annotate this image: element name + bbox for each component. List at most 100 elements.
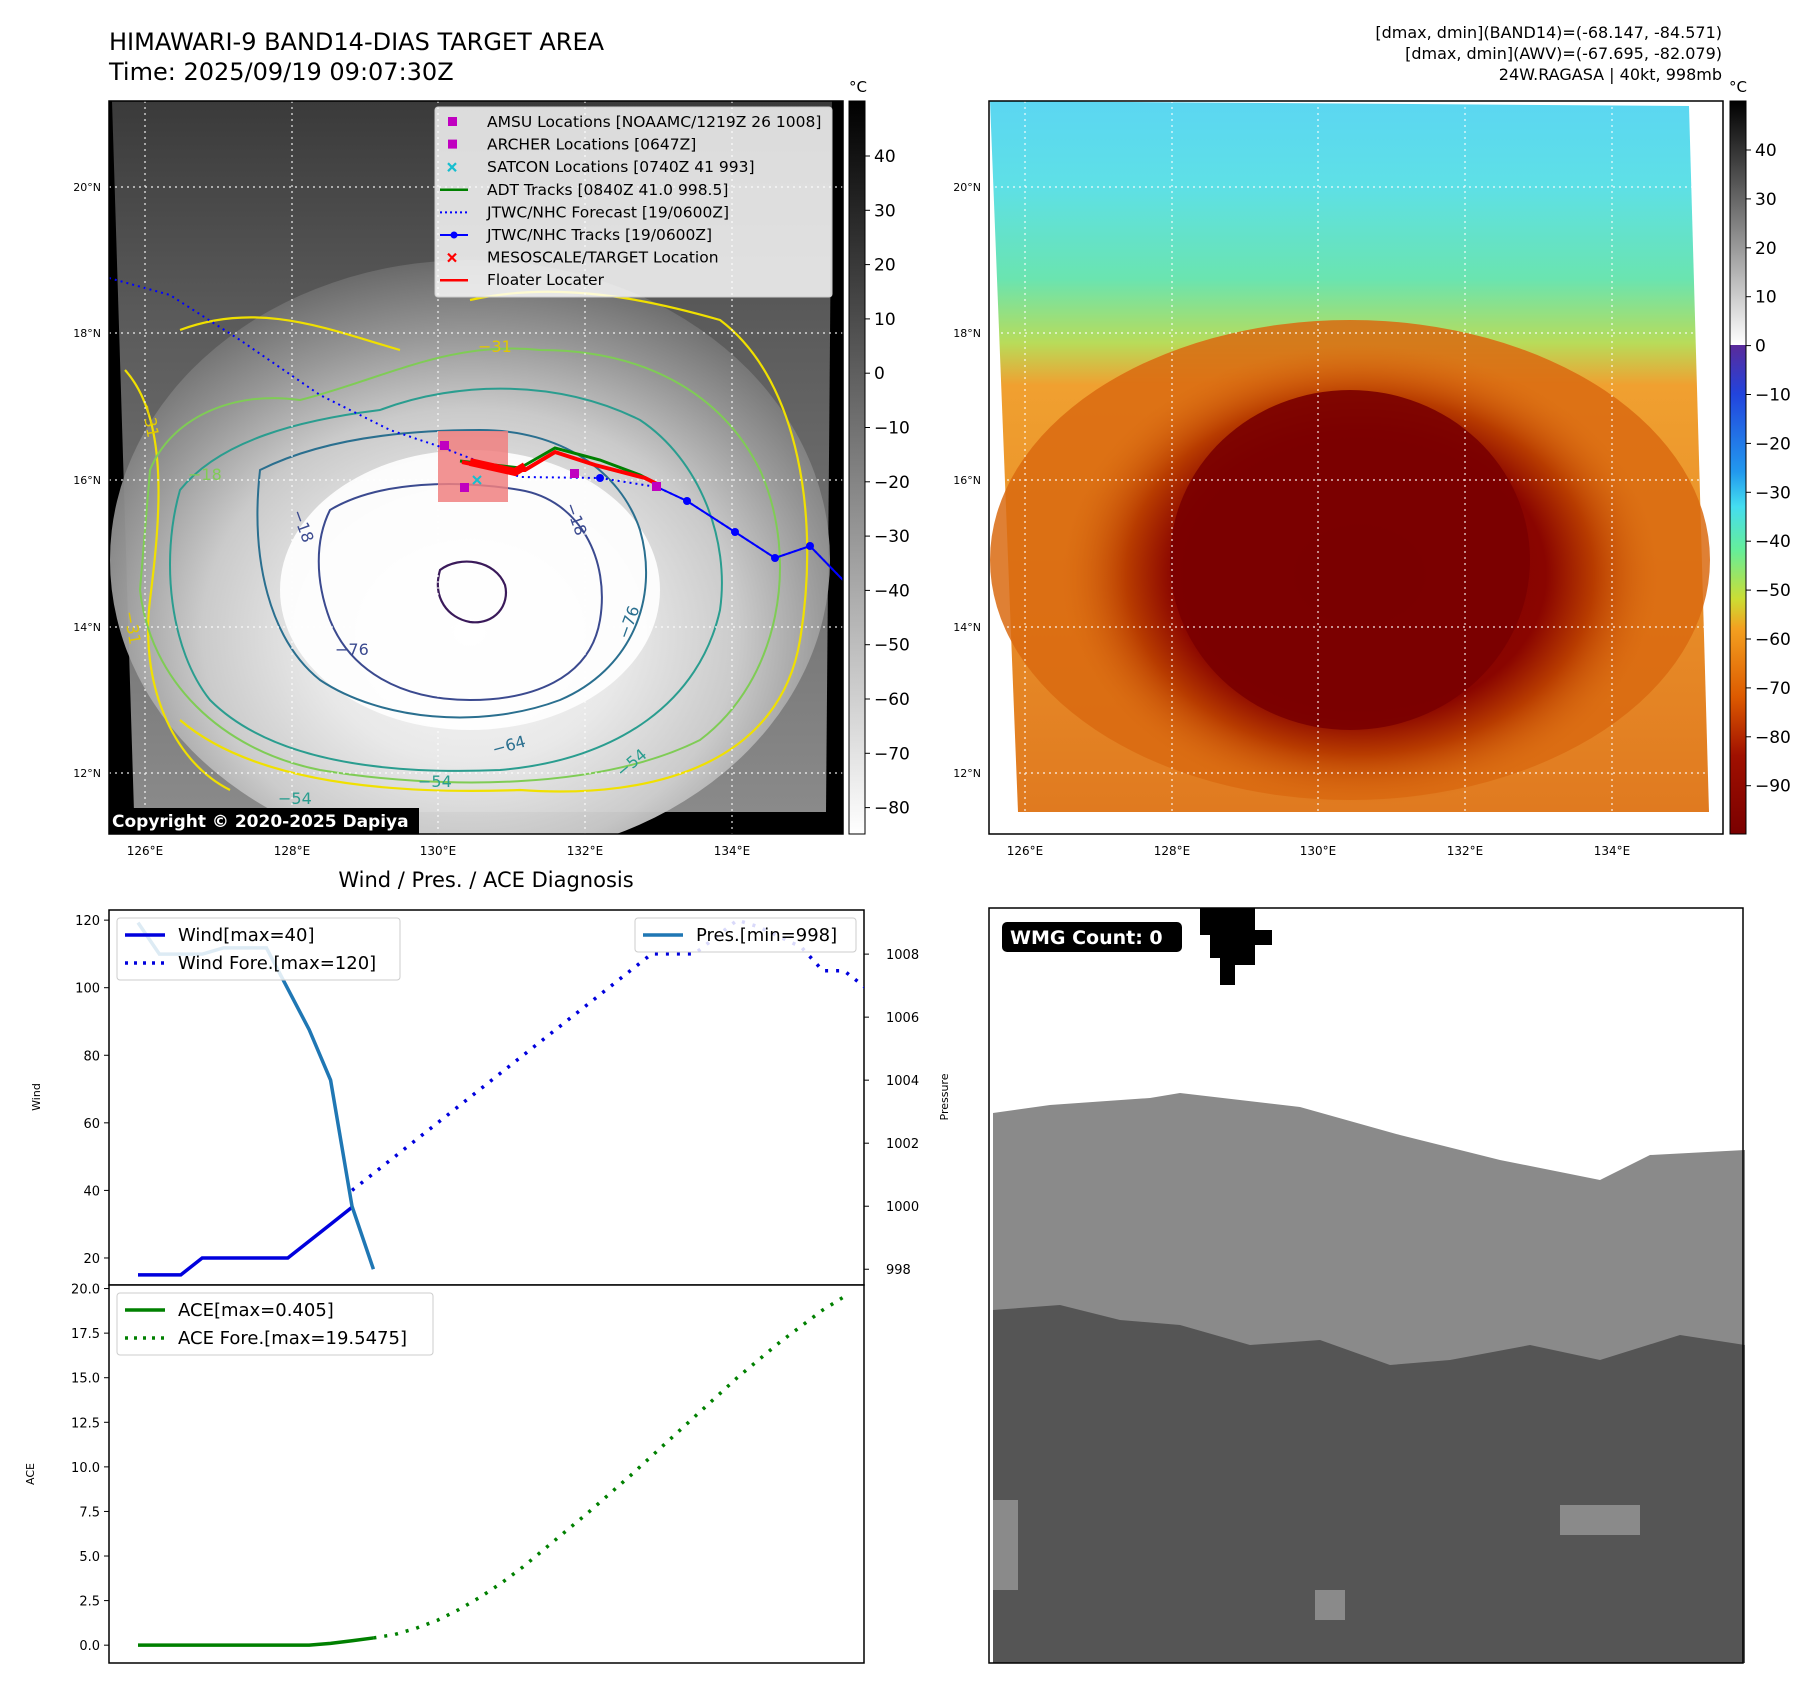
cold-core bbox=[280, 450, 660, 730]
colorbar-tick-label: 40 bbox=[874, 147, 896, 167]
pressure-ytick-label: 1006 bbox=[886, 1011, 919, 1026]
lon-label: 132°E bbox=[1447, 844, 1484, 858]
lon-label: 128°E bbox=[1154, 844, 1191, 858]
colorbar-tick-label: −20 bbox=[1755, 434, 1791, 454]
contour-54 bbox=[169, 387, 723, 772]
copyright-text: Copyright © 2020-2025 Dapiya bbox=[112, 812, 409, 832]
track-point bbox=[806, 542, 814, 550]
ace-ytick-label: 2.5 bbox=[79, 1595, 100, 1610]
track-point bbox=[771, 554, 779, 562]
contour-eye bbox=[436, 560, 508, 624]
legend-label: JTWC/NHC Tracks [19/0600Z] bbox=[486, 226, 712, 244]
archer-marker bbox=[460, 483, 469, 492]
legend-label: AMSU Locations [NOAAMC/1219Z 26 1008] bbox=[487, 113, 821, 131]
color-map-grid bbox=[989, 101, 1723, 834]
wind-ytick-label: 120 bbox=[75, 914, 100, 929]
legend-label: ADT Tracks [0840Z 41.0 998.5] bbox=[487, 181, 728, 199]
color-colorbar-frame bbox=[1729, 100, 1747, 835]
colorbar-tick-label: −20 bbox=[874, 473, 910, 493]
lat-label: 18°N bbox=[953, 327, 981, 340]
contour-31 bbox=[124, 316, 401, 791]
pressure-ytick-label: 1008 bbox=[886, 948, 919, 963]
colorbar-tick-label: −10 bbox=[1755, 386, 1791, 406]
ir-map-panel: −31 −31 −18 −18 −76 −76 −64 −54 −54 −54 … bbox=[109, 101, 843, 834]
jtwc-track-points bbox=[596, 474, 814, 562]
jtwc-track-line bbox=[656, 486, 843, 581]
pressure-ylabel: Pressure bbox=[938, 1073, 951, 1120]
band14-range: [dmax, dmin](BAND14)=(-68.147, -84.571) bbox=[1375, 23, 1722, 42]
archer-marker bbox=[570, 469, 579, 478]
wmg-frame bbox=[988, 907, 1744, 1664]
color-map-panel bbox=[989, 101, 1723, 834]
ace-ytick-label: 20.0 bbox=[71, 1283, 100, 1298]
lat-label: 12°N bbox=[73, 767, 101, 780]
amsu-marker bbox=[652, 482, 661, 491]
contour-label: −54 bbox=[418, 772, 452, 791]
wmg-patch bbox=[993, 1500, 1018, 1590]
colorbar-tick-label: −30 bbox=[874, 527, 910, 547]
color-map-lon-labels: 126°E 128°E 130°E 132°E 134°E bbox=[1007, 844, 1631, 858]
colorbar-tick-label: −80 bbox=[874, 799, 910, 819]
ir-map-frame bbox=[108, 100, 844, 835]
color-colorbar-unit: °C bbox=[1729, 78, 1747, 96]
wind-ytick-label: 100 bbox=[75, 982, 100, 997]
wind-legend: Wind[max=40] Wind Fore.[max=120] bbox=[116, 917, 401, 981]
floater-cluster bbox=[469, 458, 528, 477]
legend-label: MESOSCALE/TARGET Location bbox=[487, 249, 719, 267]
wmg-panel: WMG Count: 0 bbox=[988, 907, 1745, 1664]
storm-info: 24W.RAGASA | 40kt, 998mb bbox=[1499, 65, 1722, 84]
lat-label: 18°N bbox=[73, 327, 101, 340]
lat-label: 12°N bbox=[953, 767, 981, 780]
copyright-box bbox=[109, 808, 419, 834]
colorbar-tick-label: −50 bbox=[1755, 581, 1791, 601]
colorbar-tick-label: −90 bbox=[1755, 777, 1791, 797]
color-map-frame bbox=[988, 100, 1724, 835]
ace-legend: ACE[max=0.405] ACE Fore.[max=19.5475] bbox=[116, 1292, 434, 1356]
wind-ytick-label: 20 bbox=[83, 1252, 100, 1267]
wind-ytick-label: 40 bbox=[83, 1184, 100, 1199]
wind-ylabel: Wind bbox=[30, 1083, 43, 1111]
ace-ytick-label: 0.0 bbox=[79, 1639, 100, 1654]
colorbar-tick-label: 30 bbox=[1755, 190, 1777, 210]
gray-colorbar-gradient bbox=[848, 100, 866, 835]
wind-legend-box bbox=[116, 917, 401, 981]
lon-label: 132°E bbox=[567, 844, 604, 858]
colorbar-tick-label: −40 bbox=[874, 581, 910, 601]
wind-line bbox=[138, 1205, 354, 1277]
legend-label: SATCON Locations [0740Z 41 993] bbox=[487, 158, 755, 176]
lon-label: 130°E bbox=[420, 844, 457, 858]
pressure-legend-box bbox=[634, 917, 857, 953]
wind-ytick-label: 60 bbox=[83, 1117, 100, 1132]
lat-label: 14°N bbox=[953, 621, 981, 634]
colorbar-tick-label: 10 bbox=[1755, 288, 1777, 308]
legend-symbol bbox=[447, 252, 457, 263]
colorbar-tick-label: 0 bbox=[1755, 337, 1766, 357]
colorbar-tick-label: 20 bbox=[874, 256, 896, 276]
legend-symbol bbox=[440, 231, 468, 239]
pressure-ytick-label: 1002 bbox=[886, 1137, 919, 1152]
colorbar-tick-label: 20 bbox=[1755, 239, 1777, 259]
colorbar-tick-label: 30 bbox=[874, 201, 896, 221]
ace-line bbox=[138, 1636, 374, 1647]
colorbar-tick-label: 0 bbox=[874, 364, 885, 384]
contour-label: −31 bbox=[478, 337, 512, 356]
color-colorbar: °C 40 30 20 10 0 −10 −20 −30 −40 −50 −60 −70 −80 −90 bbox=[1729, 78, 1791, 835]
track-point bbox=[683, 497, 691, 505]
colorbar-tick-label: −80 bbox=[1755, 728, 1791, 748]
pressure-ytick-label: 1000 bbox=[886, 1200, 919, 1215]
ace-ytick-label: 10.0 bbox=[71, 1461, 100, 1476]
legend-label: Floater Locater bbox=[487, 271, 605, 289]
colorbar-tick-label: −30 bbox=[1755, 483, 1791, 503]
pressure-legend: Pres.[min=998] bbox=[634, 917, 857, 953]
contour-18 bbox=[138, 347, 781, 784]
contour-label: −18 bbox=[188, 465, 222, 484]
gray-colorbar-unit: °C bbox=[849, 78, 867, 96]
legend-label: ARCHER Locations [0647Z] bbox=[487, 136, 696, 154]
wmg-lowlevel bbox=[993, 1305, 1745, 1663]
figure-time: Time: 2025/09/19 09:07:30Z bbox=[108, 58, 454, 86]
color-map-lat-labels: 20°N 18°N 16°N 14°N 12°N bbox=[953, 181, 981, 780]
wmg-badge bbox=[1002, 922, 1182, 952]
colorbar-tick-label: −10 bbox=[874, 419, 910, 439]
lat-label: 20°N bbox=[953, 181, 981, 194]
